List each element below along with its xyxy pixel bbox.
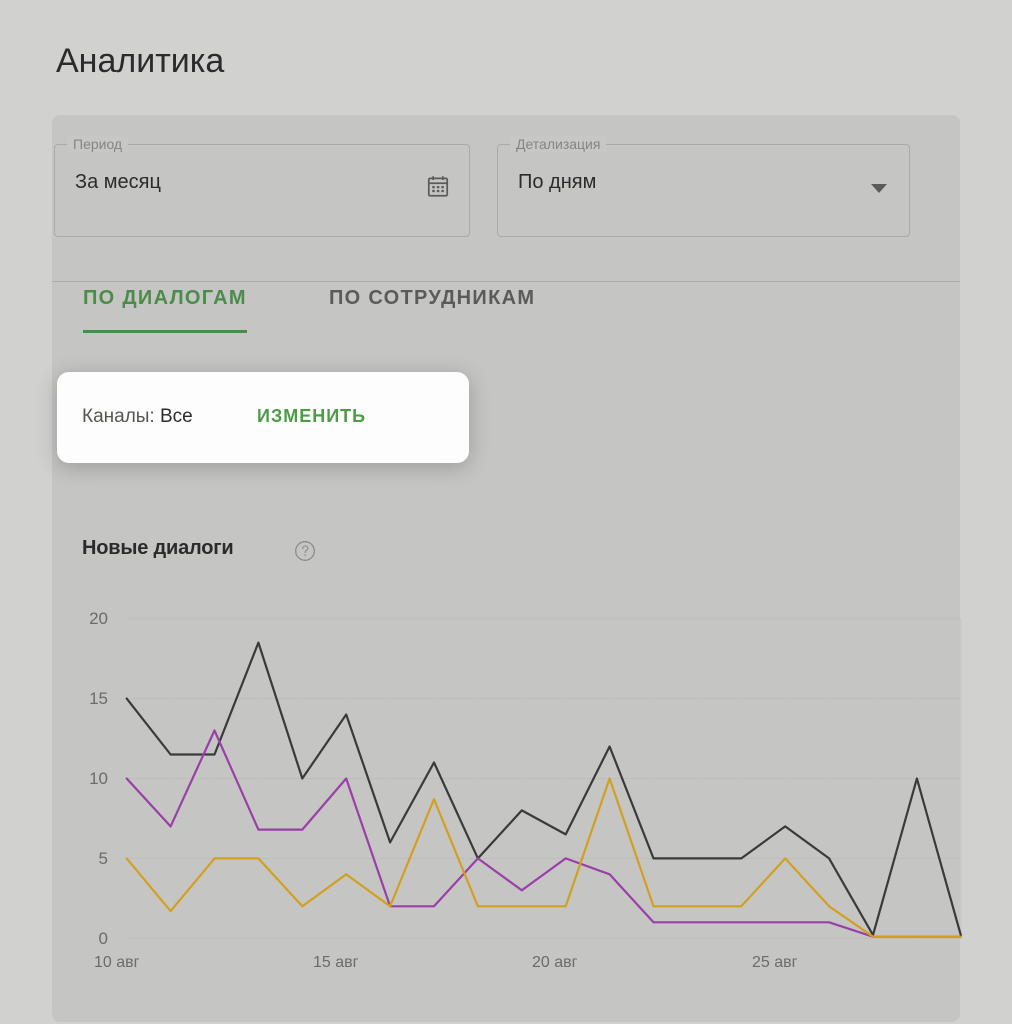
svg-text:20: 20: [89, 609, 108, 628]
svg-text:10 авг: 10 авг: [94, 954, 140, 971]
svg-text:15 авг: 15 авг: [313, 954, 359, 971]
svg-text:0: 0: [99, 929, 108, 948]
svg-text:15: 15: [89, 689, 108, 708]
svg-text:20 авг: 20 авг: [532, 954, 578, 971]
svg-text:25 авг: 25 авг: [752, 954, 798, 971]
svg-text:10: 10: [89, 769, 108, 788]
svg-text:5: 5: [99, 849, 108, 868]
